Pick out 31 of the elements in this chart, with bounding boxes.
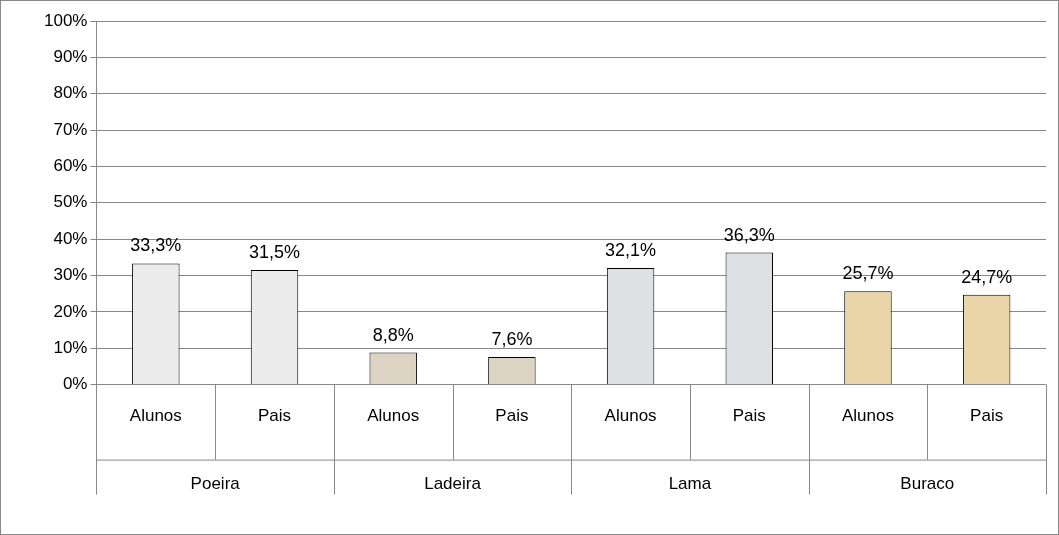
y-tick-label: 90%: [53, 47, 88, 67]
y-tick-label: 100%: [44, 10, 88, 30]
y-tick-label: 80%: [53, 83, 88, 103]
text: Poeira: [190, 474, 241, 494]
y-tick-label: 40%: [53, 228, 88, 248]
text: Buraco: [900, 474, 955, 494]
data-label: 25,7%: [842, 263, 894, 284]
x-tick-label: Alunos: [129, 406, 182, 426]
y-tick-label: 50%: [53, 192, 88, 212]
data-label: 31,5%: [248, 242, 301, 263]
y-tick-label: 20%: [53, 301, 88, 321]
data-label: 8,8%: [372, 324, 414, 345]
y-tick-label: 60%: [53, 156, 88, 176]
y-tick-label: 30%: [53, 265, 88, 285]
x-tick-label: Alunos: [841, 406, 894, 426]
x-tick-label: Pais: [970, 406, 1004, 426]
x-tick-label: Pais: [732, 406, 766, 426]
data-label: 7,6%: [491, 328, 533, 349]
x-tick-label: Pais: [495, 406, 529, 426]
y-tick-label: 0%: [62, 374, 88, 394]
x-tick-label: Alunos: [604, 406, 657, 426]
data-label: 32,1%: [605, 239, 657, 260]
data-label: 36,3%: [723, 224, 775, 245]
text: Lama: [668, 474, 712, 494]
data-label: 24,7%: [961, 266, 1013, 287]
text: Ladeira: [424, 474, 482, 494]
x-tick-label: Pais: [257, 406, 292, 426]
x-tick-label: Alunos: [367, 406, 420, 426]
y-tick-label: 10%: [53, 337, 88, 357]
data-label: 33,3%: [130, 235, 182, 256]
y-tick-label: 70%: [53, 119, 88, 139]
